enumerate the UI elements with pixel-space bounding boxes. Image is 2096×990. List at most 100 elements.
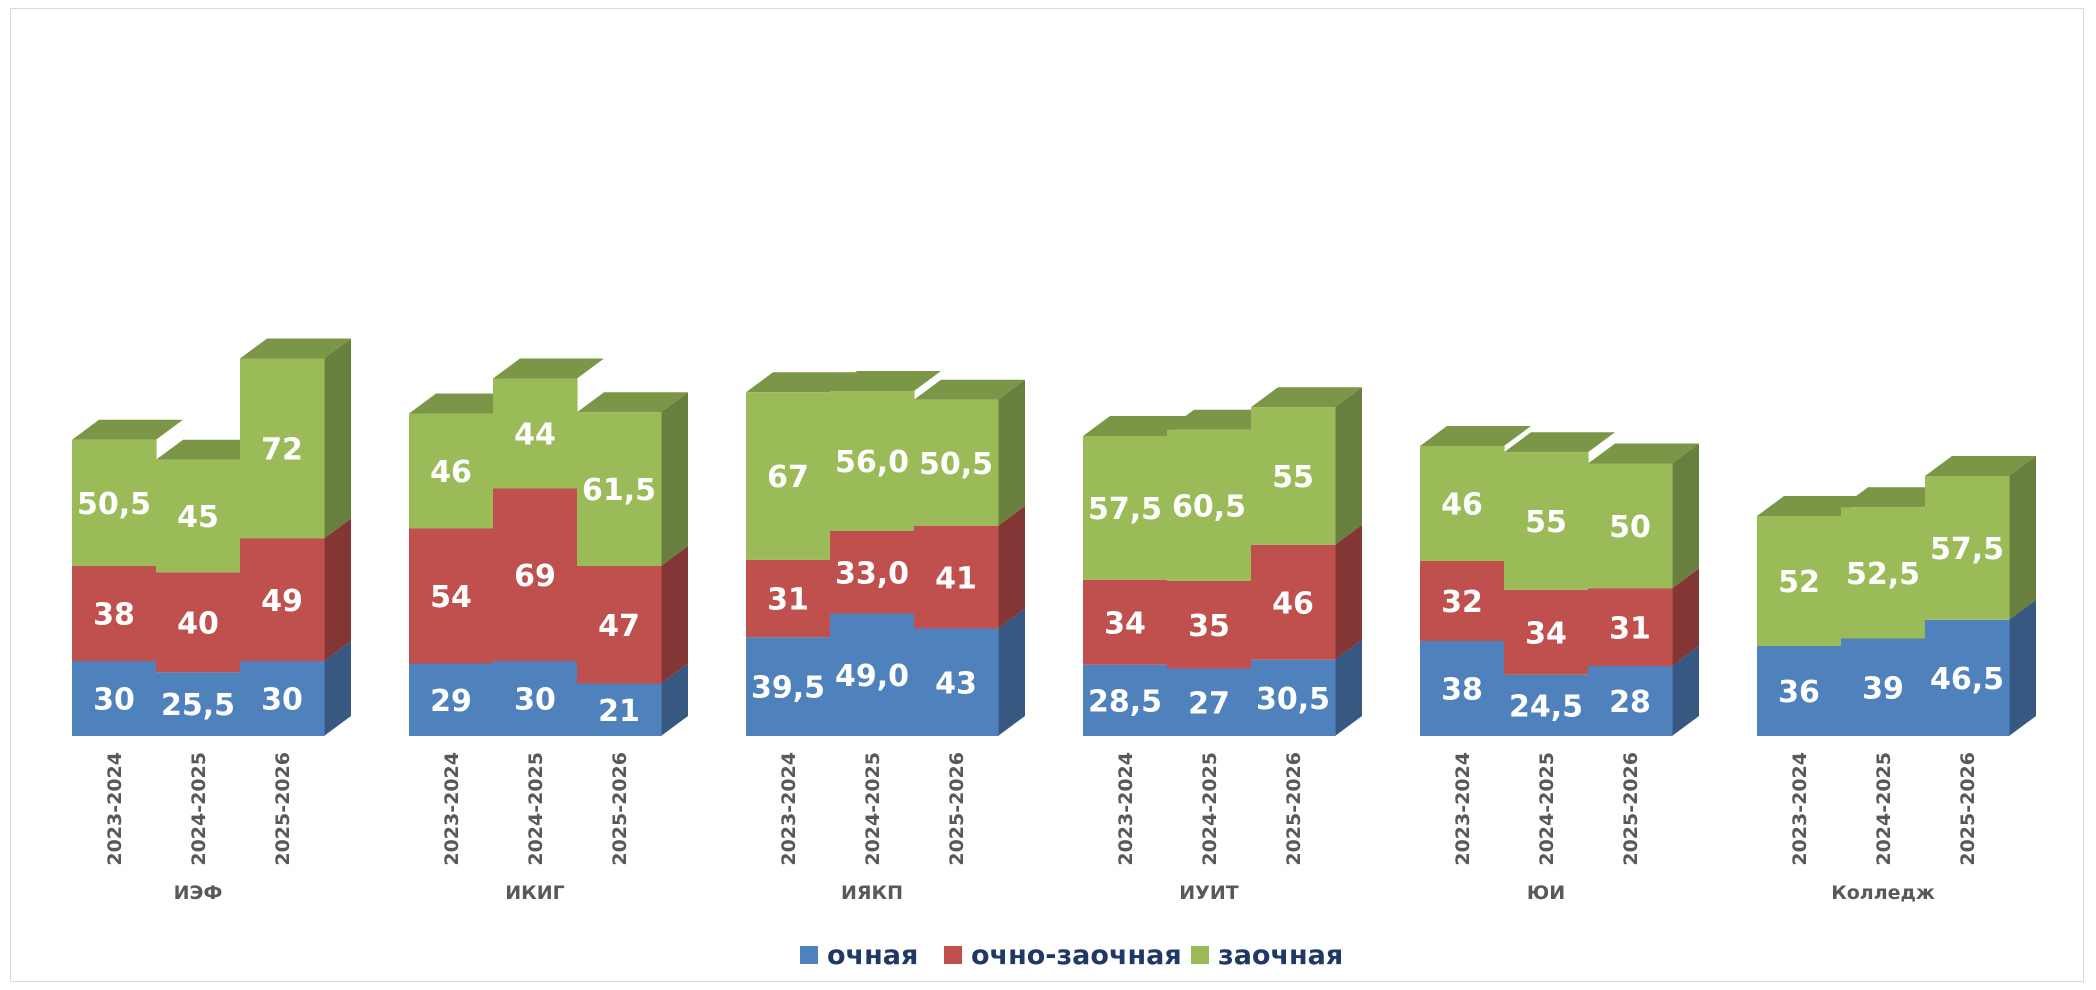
bar-side-face [661, 392, 688, 566]
bar-segment-zaochnaya [1504, 452, 1589, 590]
stacked-bar-chart: 30 38 50,5 25,5 40 45 30 49 72 29 54 46 30 69 44 21 47 61… [72, 338, 2036, 971]
x-tick-label: 2023-2024 [1452, 752, 1474, 866]
bar-segment-ochnaya [493, 661, 578, 736]
data-label: 29 [430, 684, 472, 719]
bar-segment-ochnaya [1925, 619, 2010, 736]
data-label: 28,5 [1088, 684, 1162, 719]
data-label: 69 [514, 559, 556, 594]
bar-segment-ochno-zaochnaya [1083, 579, 1168, 665]
bar-segment-zaochnaya [1925, 476, 2010, 620]
legend-swatch [800, 946, 818, 964]
bar-segment-ochno-zaochnaya [914, 526, 999, 629]
x-tick-label: 2024-2025 [862, 752, 884, 866]
data-label: 32 [1441, 585, 1483, 620]
x-tick-label: 2025-2026 [272, 752, 294, 866]
data-label: 50,5 [919, 447, 993, 482]
data-label: 72 [261, 433, 303, 468]
data-label: 35 [1188, 609, 1230, 644]
labels-layer: 30 38 50,5 25,5 40 45 30 49 72 29 54 46 30 69 44 21 47 61… [77, 418, 2004, 729]
data-label: 34 [1525, 616, 1567, 651]
group-label: ЮИ [1527, 882, 1565, 904]
data-label: 45 [177, 500, 219, 535]
data-label: 60,5 [1172, 489, 1246, 524]
legend-swatch [944, 946, 962, 964]
bar-top-face [409, 393, 520, 414]
x-tick-label: 2025-2026 [1957, 752, 1979, 866]
bar-top-face [746, 372, 857, 393]
bar-top-face [914, 379, 1025, 400]
bar-segment-ochno-zaochnaya [577, 566, 662, 684]
data-label: 39 [1862, 671, 1904, 706]
bar-segment-ochnaya [1251, 659, 1336, 736]
data-label: 40 [177, 606, 219, 641]
bar-segment-ochnaya [1757, 646, 1842, 736]
bar-segment-zaochnaya [1757, 516, 1842, 646]
chart-area: 30 38 50,5 25,5 40 45 30 49 72 29 54 46 30 69 44 21 47 61… [10, 8, 2084, 982]
group-label: Колледж [1831, 882, 1935, 904]
x-tick-label: 2023-2024 [1789, 752, 1811, 866]
legend-label: очно-заочная [971, 940, 1182, 971]
bar-segment-ochno-zaochnaya [830, 531, 915, 614]
data-label: 39,5 [751, 671, 825, 706]
bar-top-face [1504, 432, 1615, 453]
bar-segment-ochnaya [1841, 638, 1926, 736]
data-label: 28 [1609, 685, 1651, 720]
bar-side-face [661, 663, 688, 736]
x-tick-label: 2025-2026 [609, 752, 631, 866]
data-label: 46,5 [1930, 662, 2004, 697]
bar-segment-zaochnaya [1588, 463, 1673, 589]
data-label: 52,5 [1846, 557, 1920, 592]
bar-segment-zaochnaya [493, 378, 578, 489]
bar-side-face [2009, 456, 2036, 620]
bar-side-face [1335, 524, 1362, 660]
data-label: 55 [1272, 460, 1314, 495]
bar-side-face [1335, 387, 1362, 545]
bar-segment-zaochnaya [1251, 407, 1336, 545]
bar-segment-ochnaya [409, 663, 494, 736]
data-label: 54 [430, 580, 472, 615]
data-label: 27 [1188, 686, 1230, 721]
x-tick-label: 2024-2025 [1536, 752, 1558, 866]
bar-segment-zaochnaya [914, 399, 999, 526]
bar-top-face [830, 371, 941, 391]
data-label: 57,5 [1088, 492, 1162, 527]
bar-side-face [661, 546, 688, 684]
data-label: 43 [935, 666, 977, 701]
bar-side-face [998, 608, 1025, 736]
bar-segment-ochnaya [240, 661, 325, 736]
axis-layer: 2023-2024 2024-2025 2025-2026 ИЭФ 2023-2024 2… [104, 752, 1979, 904]
bar-segment-ochnaya [1504, 674, 1589, 736]
data-label: 46 [430, 455, 472, 490]
data-label: 56,0 [835, 445, 909, 480]
data-label: 47 [598, 609, 640, 644]
bar-segment-ochno-zaochnaya [409, 528, 494, 664]
data-label: 46 [1272, 586, 1314, 621]
bars-layer [72, 338, 2036, 736]
group-label: ИЭФ [174, 882, 223, 904]
bar-side-face [998, 379, 1025, 526]
bar-segment-ochno-zaochnaya [1504, 589, 1589, 675]
data-label: 50 [1609, 510, 1651, 545]
data-label: 36 [1778, 675, 1820, 710]
bar-side-face [1672, 568, 1699, 666]
bar-segment-ochno-zaochnaya [1251, 544, 1336, 660]
data-label: 38 [93, 598, 135, 633]
x-tick-label: 2025-2026 [1620, 752, 1642, 866]
bar-segment-zaochnaya [577, 412, 662, 566]
data-label: 44 [514, 418, 556, 453]
bar-segment-ochnaya [914, 628, 999, 736]
bar-top-face [240, 338, 351, 359]
bar-segment-zaochnaya [156, 459, 241, 573]
data-label: 31 [767, 583, 809, 618]
bar-segment-ochnaya [1420, 641, 1505, 736]
x-tick-label: 2023-2024 [1115, 752, 1137, 866]
data-label: 52 [1778, 565, 1820, 600]
data-label: 25,5 [161, 688, 235, 723]
group-label: ИКИГ [505, 882, 564, 904]
x-tick-label: 2023-2024 [104, 752, 126, 866]
bar-side-face [998, 506, 1025, 629]
bar-segment-zaochnaya [1083, 436, 1168, 580]
bar-segment-ochno-zaochnaya [1167, 581, 1252, 669]
bar-top-face [1167, 409, 1278, 430]
x-tick-label: 2024-2025 [1199, 752, 1221, 866]
